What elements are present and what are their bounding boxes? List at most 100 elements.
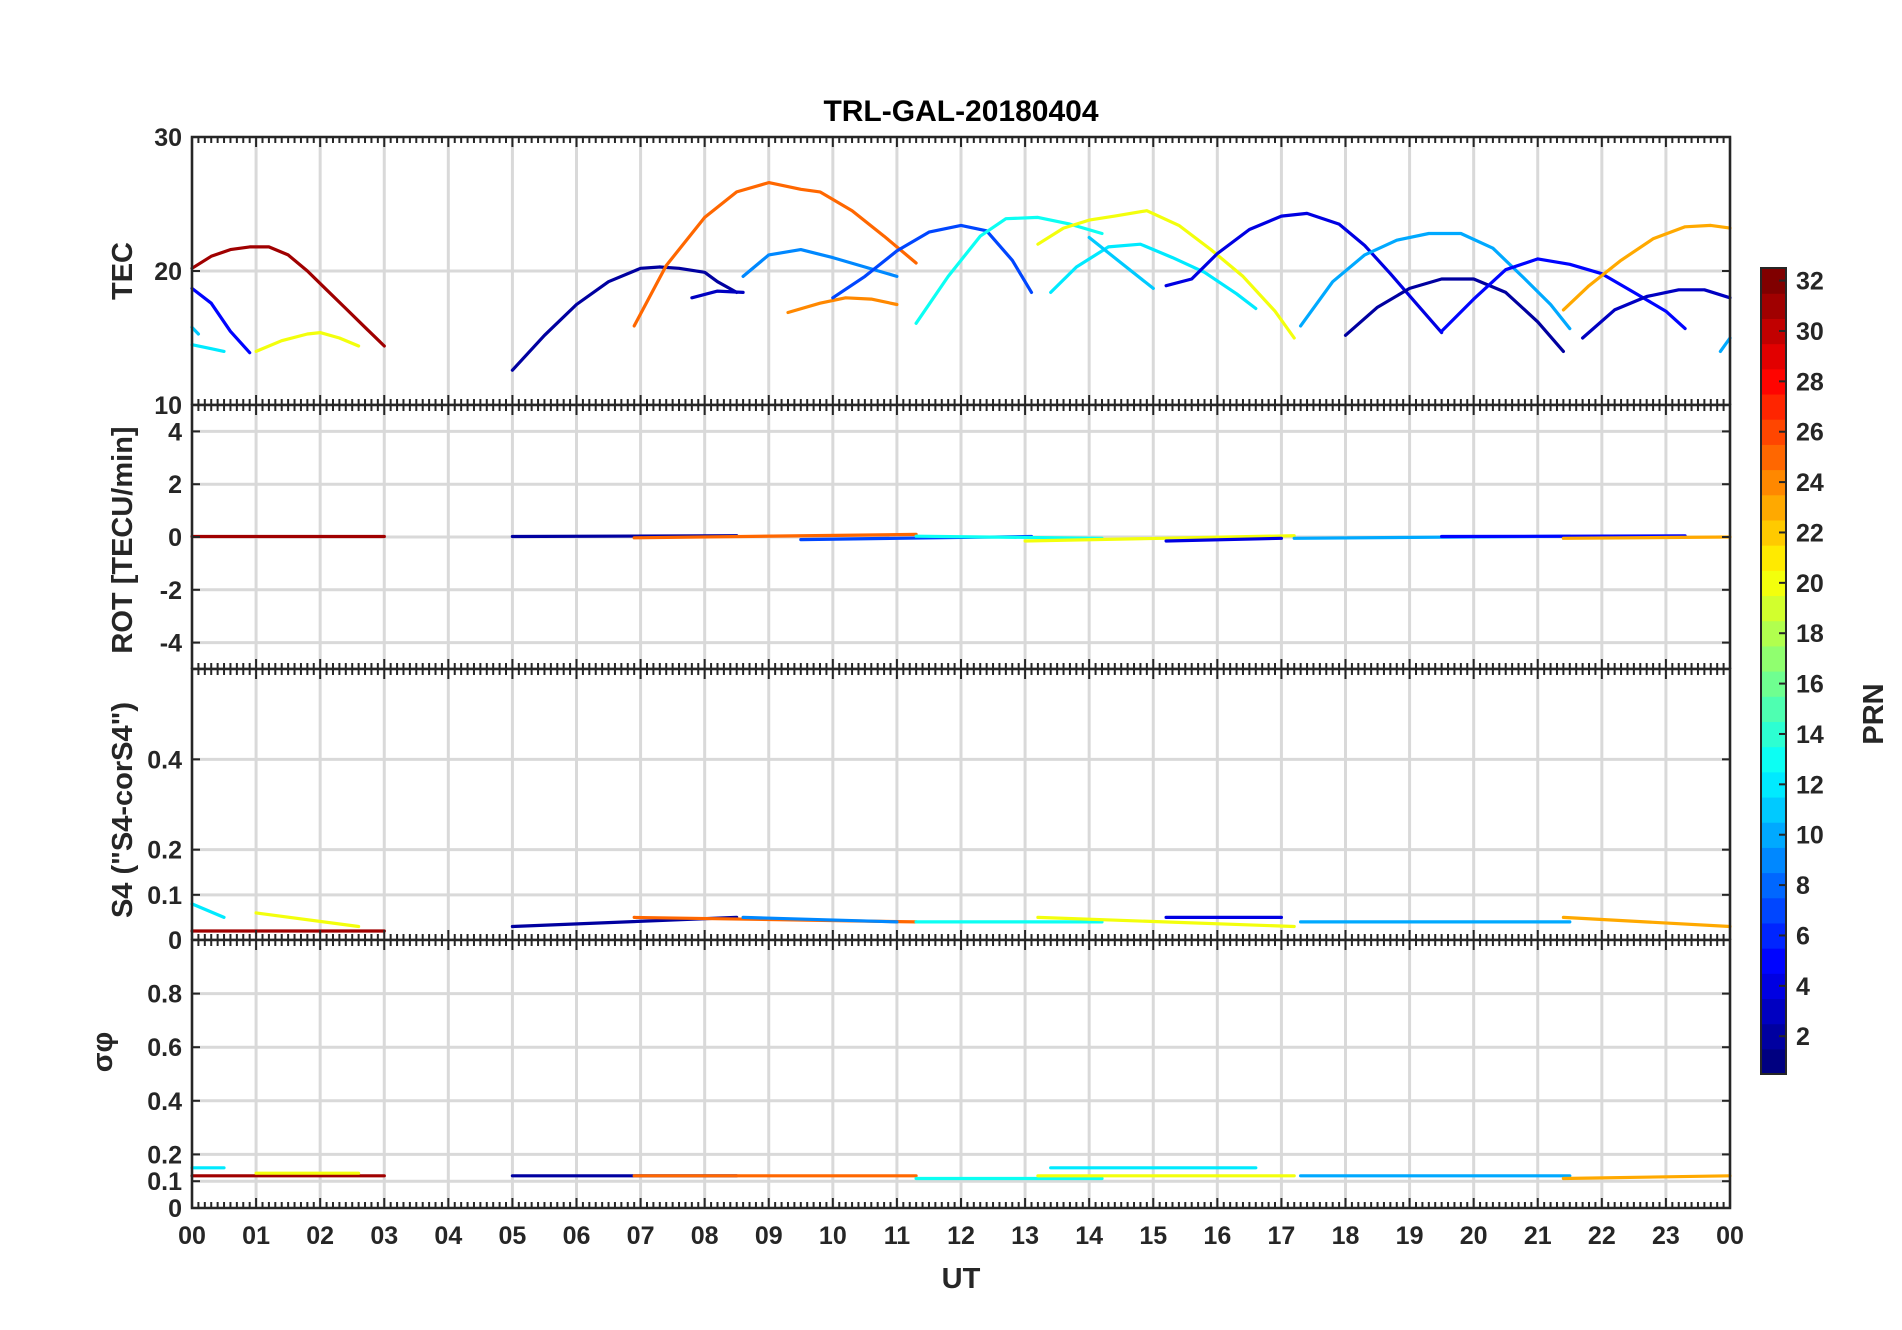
x-tick-label: 18 <box>1332 1222 1360 1250</box>
series-line-prn-20 <box>1036 915 1296 929</box>
y-tick-label: 4 <box>168 418 182 446</box>
x-tick-label: 12 <box>947 1222 975 1250</box>
colorbar-segment <box>1761 746 1786 773</box>
series-line-prn-12 <box>190 343 226 353</box>
y-tick-label: -4 <box>160 630 182 658</box>
series-line-prn-9 <box>741 915 899 924</box>
series-line-prn-2 <box>1343 277 1566 353</box>
x-tick-label: 13 <box>1011 1222 1039 1250</box>
colorbar-tick-label: 26 <box>1796 419 1824 447</box>
colorbar-segment <box>1761 293 1786 319</box>
x-tick-label: 03 <box>370 1222 398 1250</box>
series-line-prn-12 <box>1049 242 1258 311</box>
x-tick-label: 19 <box>1396 1222 1424 1250</box>
colorbar-tick-label: 28 <box>1796 368 1824 396</box>
colorbar-tick-label: 2 <box>1796 1023 1810 1051</box>
colorbar-segment <box>1761 645 1786 672</box>
y-tick-label: -2 <box>160 577 182 605</box>
colorbar-segment <box>1761 545 1786 571</box>
y-tick-label: 0.6 <box>147 1034 182 1062</box>
series-line-prn-4 <box>1164 211 1444 335</box>
y-tick-label: 0.8 <box>147 981 182 1009</box>
series-line-prn-23 <box>1561 535 1732 540</box>
x-tick-label: 07 <box>627 1222 655 1250</box>
y-axis-label: ROT [TECU/min] <box>107 426 139 653</box>
series-line-prn-23 <box>1561 1174 1732 1181</box>
series-line-prn-13 <box>914 534 1104 540</box>
y-tick-label: 0 <box>168 1195 182 1223</box>
x-tick-label: 01 <box>242 1222 270 1250</box>
colorbar-tick-label: 4 <box>1796 973 1810 1001</box>
series-line-prn-5 <box>1439 257 1687 333</box>
series-line-prn-23 <box>1561 915 1732 929</box>
series-line-prn-20 <box>1023 534 1296 543</box>
series-line-prn-23 <box>1561 223 1732 312</box>
x-tick-label: 06 <box>563 1222 591 1250</box>
x-tick-label: 00 <box>178 1222 206 1250</box>
colorbar-tick-label: 10 <box>1796 822 1824 850</box>
y-tick-label: 30 <box>154 124 182 152</box>
colorbar-tick-label: 6 <box>1796 922 1810 950</box>
y-tick-label: 20 <box>154 258 182 286</box>
series-line-prn-20 <box>1036 209 1296 340</box>
x-tick-label: 09 <box>755 1222 783 1250</box>
colorbar-frame <box>1760 267 1787 1075</box>
panel-1: 10 20 30 TEC <box>107 124 1732 420</box>
y-tick-label: 0 <box>168 524 182 552</box>
x-tick-label: 17 <box>1268 1222 1296 1250</box>
series-line-prn-12 <box>190 902 226 920</box>
x-tick-label: 20 <box>1460 1222 1488 1250</box>
colorbar-segment <box>1761 393 1786 420</box>
colorbar-segment <box>1761 847 1786 874</box>
colorbar-tick-label: 12 <box>1796 771 1824 799</box>
x-tick-label: 04 <box>434 1222 462 1250</box>
series-line-prn-3 <box>1580 288 1732 340</box>
y-tick-label: 0.1 <box>147 882 182 910</box>
y-tick-label: 0.2 <box>147 837 182 865</box>
series-line-prn-20 <box>254 911 361 929</box>
x-tick-label: 23 <box>1652 1222 1680 1250</box>
y-axis-label: TEC <box>107 242 139 300</box>
colorbar-segment <box>1761 796 1786 823</box>
panel-3: 0 0.1 0.2 0.4 S4 ("S4-corS4") <box>107 667 1732 955</box>
series-line-prn-2 <box>510 265 662 372</box>
series-line-prn-25 <box>632 181 918 328</box>
colorbar-label: PRN <box>1858 683 1890 744</box>
colorbar-segment <box>1761 494 1786 521</box>
y-tick-label: 2 <box>168 471 182 499</box>
colorbar-tick-label: 30 <box>1796 318 1824 346</box>
x-tick-label: 15 <box>1139 1222 1167 1250</box>
y-tick-label: 0.2 <box>147 1141 182 1169</box>
colorbar-tick-label: 8 <box>1796 872 1810 900</box>
axes-box <box>190 938 1732 1210</box>
panel-2: -4 -2 0 2 4 ROT [TECU/min] <box>107 403 1732 671</box>
x-tick-label: 02 <box>306 1222 334 1250</box>
x-tick-label: 08 <box>691 1222 719 1250</box>
colorbar-segment <box>1761 897 1786 924</box>
series-line-prn-5 <box>190 286 252 355</box>
x-tick-label: 21 <box>1524 1222 1552 1250</box>
y-axis-label: S4 ("S4-corS4") <box>107 702 139 918</box>
x-tick-label: 14 <box>1075 1222 1103 1250</box>
series-line-prn-31 <box>190 245 386 348</box>
series-line-prn-9 <box>741 248 899 278</box>
y-tick-label: 0 <box>168 927 182 955</box>
panel-4: 00.10.2 0.4 0.6 0.8 σφ <box>87 938 1732 1223</box>
y-tick-label: 10 <box>154 392 182 420</box>
chart-title: TRL-GAL-20180404 <box>823 95 1098 128</box>
colorbar-segment <box>1761 998 1786 1025</box>
series-line-prn-3 <box>690 289 745 300</box>
colorbar-segment <box>1761 1048 1786 1075</box>
x-tick-label: 10 <box>819 1222 847 1250</box>
x-tick-label: 22 <box>1588 1222 1616 1250</box>
x-tick-label: 05 <box>499 1222 527 1250</box>
series-line-prn-10 <box>1718 336 1732 353</box>
colorbar-tick-label: 16 <box>1796 671 1824 699</box>
series-line-prn-25 <box>632 532 918 540</box>
series-line-prn-2 <box>658 265 739 294</box>
colorbar-segment <box>1761 595 1786 622</box>
series-line-prn-24 <box>786 296 899 315</box>
series-line-prn-20 <box>254 331 361 353</box>
